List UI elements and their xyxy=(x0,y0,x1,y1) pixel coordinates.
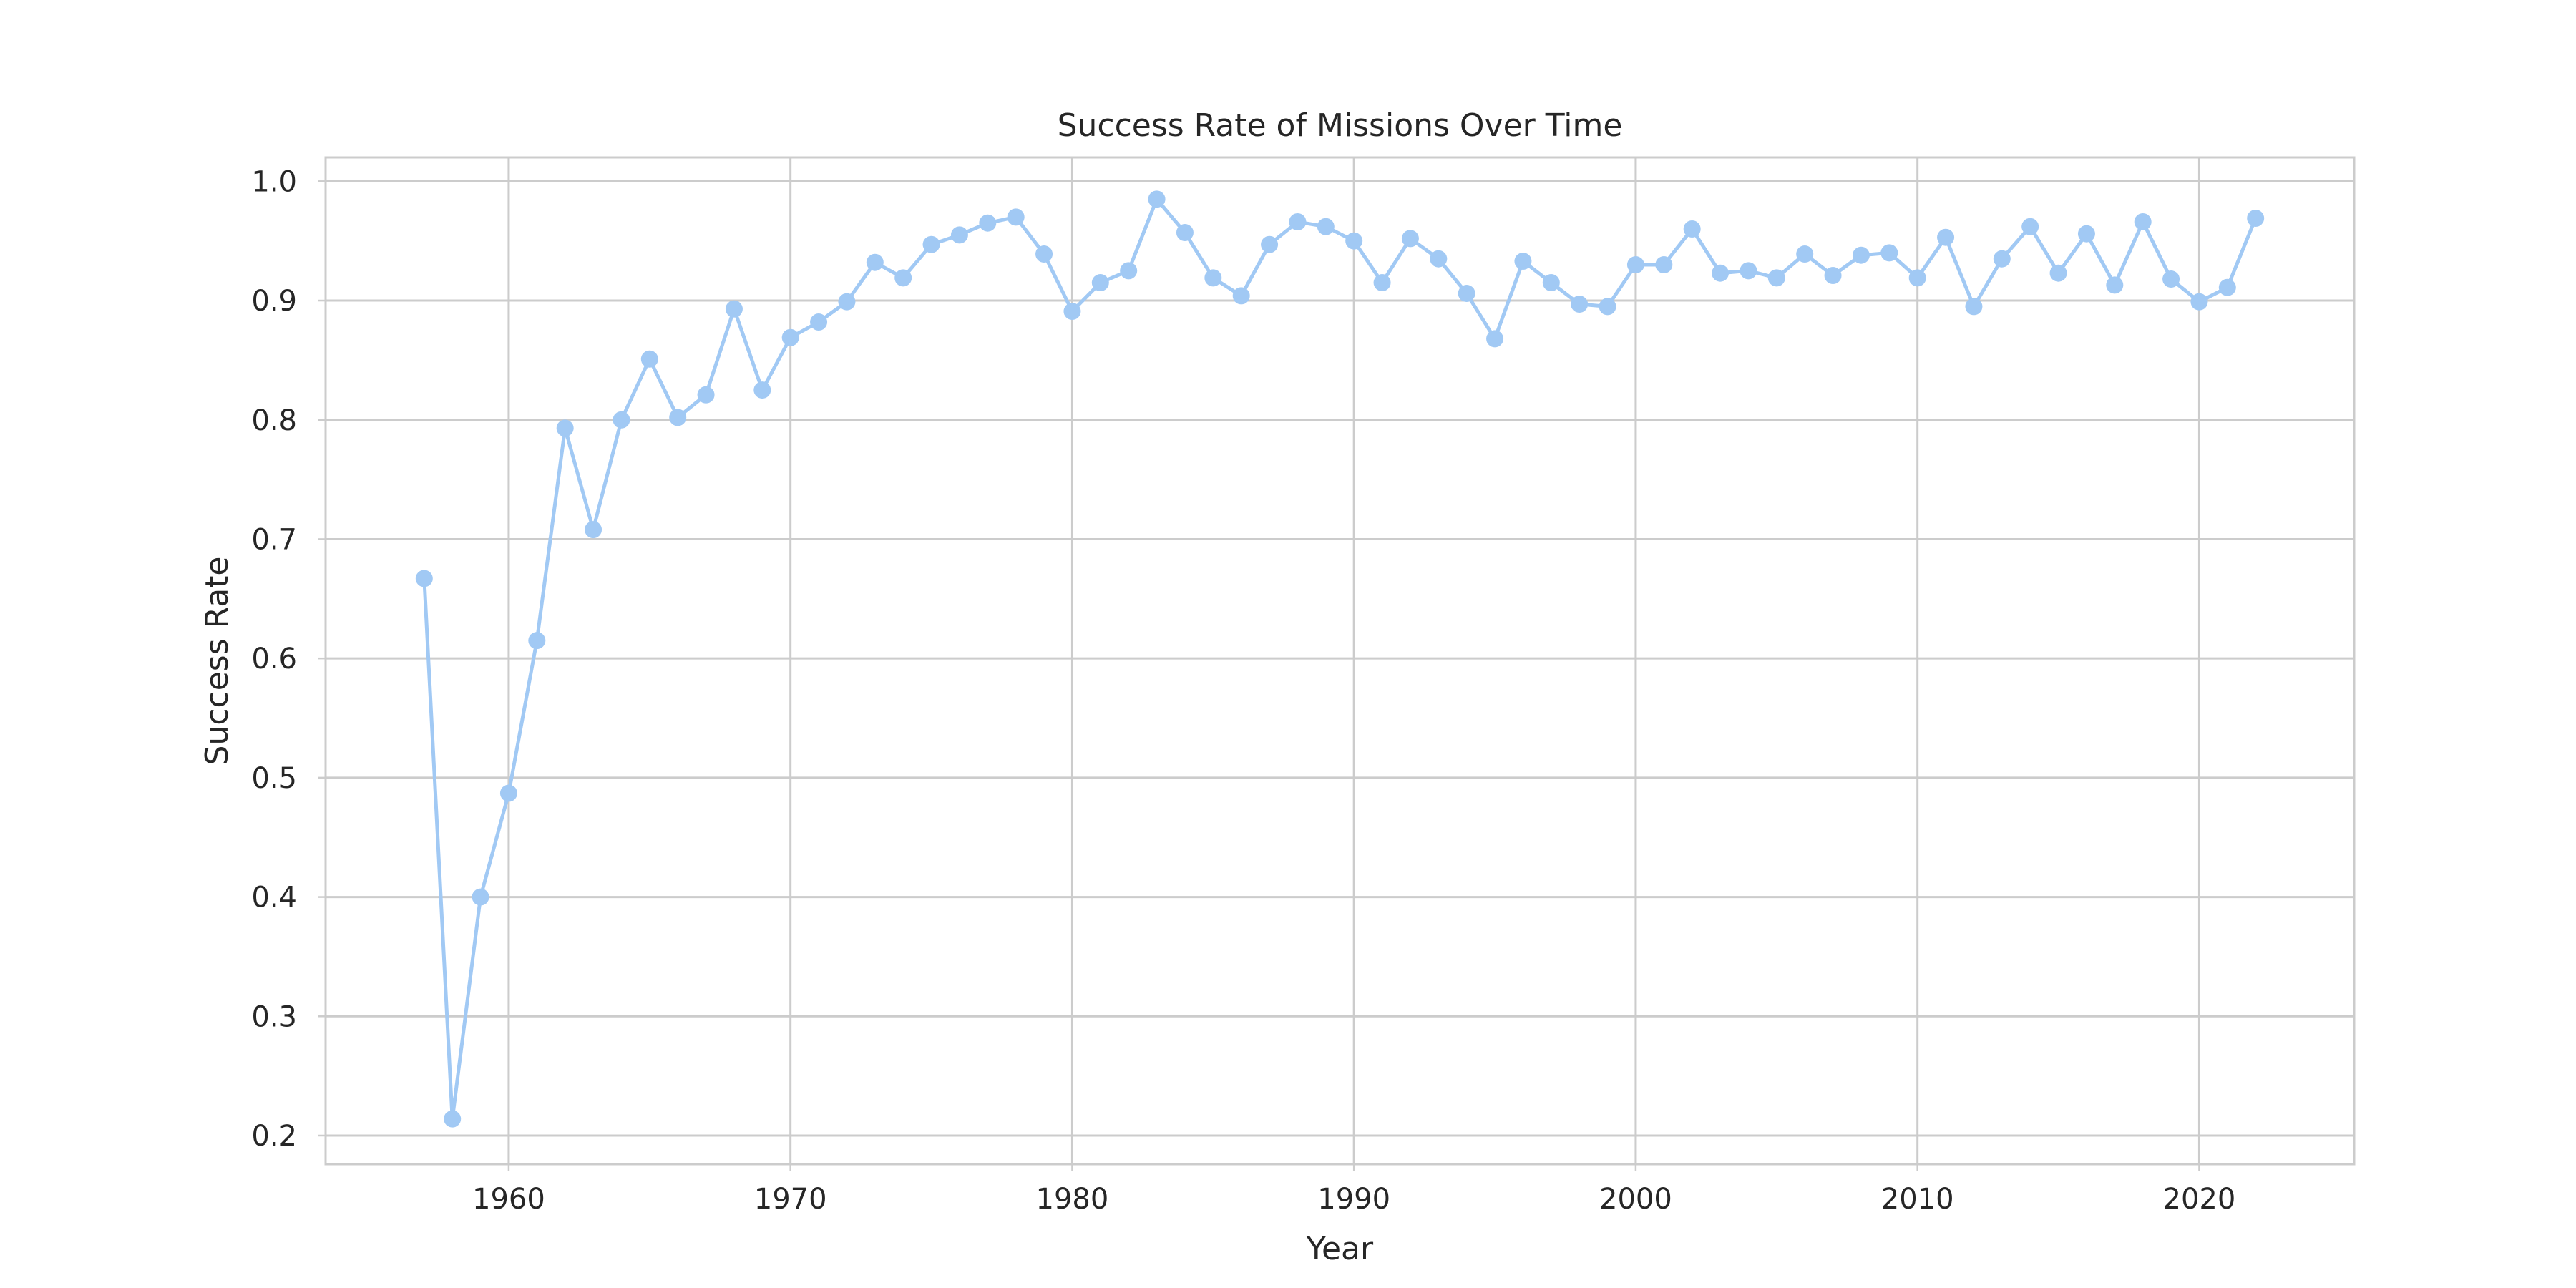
data-point: 1992: 0.952 xyxy=(1401,230,1419,248)
data-point: 2014: 0.962 xyxy=(2021,218,2039,235)
data-point: 2008: 0.938 xyxy=(1852,246,1870,264)
series: 1957: 0.667 1958: 0.214 1959: 0.4 1960: 0.4… xyxy=(415,190,2265,1128)
data-point: 1961: 0.615 xyxy=(528,632,546,650)
y-tick-label: 0.9 xyxy=(251,285,297,318)
y-tick-label: 0.5 xyxy=(251,762,297,795)
data-point: 1966: 0.802 xyxy=(669,409,687,426)
x-tick-label: 1970 xyxy=(754,1183,827,1216)
data-point: 1990: 0.95 xyxy=(1345,232,1363,250)
y-tick-label: 0.8 xyxy=(251,404,297,437)
data-point: 1978: 0.97 xyxy=(1007,208,1025,226)
chart-title: Success Rate of Missions Over Time xyxy=(1058,107,1623,144)
data-point: 2012: 0.895 xyxy=(1965,298,1983,316)
axis-ticks: 1960 1970 1980 1990 2000 2010 2020 0.2 0.3 0.4 0.5… xyxy=(251,165,2235,1216)
x-tick-label: 2010 xyxy=(1881,1183,1954,1216)
data-point: 2002: 0.96 xyxy=(1683,220,1701,238)
x-tick-label: 2000 xyxy=(1599,1183,1672,1216)
x-tick-label: 2020 xyxy=(2163,1183,2236,1216)
data-point: 2013: 0.935 xyxy=(1993,250,2011,268)
y-tick-label: 0.3 xyxy=(251,1000,297,1033)
data-point: 1998: 0.897 xyxy=(1571,296,1589,313)
data-point: 2009: 0.94 xyxy=(1880,244,1898,262)
data-point: 1981: 0.915 xyxy=(1091,274,1109,292)
data-point: 2021: 0.911 xyxy=(2218,278,2236,296)
data-point: 2016: 0.956 xyxy=(2077,225,2095,243)
data-point: 2000: 0.93 xyxy=(1626,256,1644,274)
data-point: 2011: 0.953 xyxy=(1937,228,1955,246)
data-point: 2022: 0.969 xyxy=(2247,210,2265,228)
data-point: 1991: 0.915 xyxy=(1373,274,1391,292)
data-point: 1970: 0.869 xyxy=(781,328,799,346)
data-point: 2017: 0.913 xyxy=(2106,276,2124,294)
data-point: 2010: 0.919 xyxy=(1908,269,1926,287)
data-point: 2004: 0.925 xyxy=(1740,262,1757,280)
data-point: 1979: 0.939 xyxy=(1035,245,1053,263)
series-line xyxy=(422,197,2258,1121)
x-tick-label: 1960 xyxy=(472,1183,545,1216)
data-point: 1996: 0.933 xyxy=(1514,253,1532,270)
data-point: 1977: 0.965 xyxy=(979,214,997,232)
data-point: 1985: 0.919 xyxy=(1204,269,1222,287)
data-point: 2001: 0.93 xyxy=(1655,256,1673,274)
data-point: 2019: 0.918 xyxy=(2162,270,2180,288)
data-point: 1964: 0.8 xyxy=(613,411,630,429)
data-point: 2018: 0.966 xyxy=(2134,213,2152,231)
data-point: 2007: 0.921 xyxy=(1824,267,1842,285)
data-point: 1965: 0.851 xyxy=(640,350,658,368)
data-point: 1995: 0.868 xyxy=(1486,330,1504,348)
data-point: 1958: 0.214 xyxy=(444,1110,462,1128)
y-tick-label: 0.4 xyxy=(251,882,297,914)
data-point: 1993: 0.935 xyxy=(1430,250,1448,268)
x-tick-label: 1980 xyxy=(1036,1183,1109,1216)
data-point: 1987: 0.947 xyxy=(1261,235,1279,253)
data-point: 1982: 0.925 xyxy=(1120,262,1138,280)
data-point: 2015: 0.923 xyxy=(2049,264,2067,282)
y-tick-label: 0.2 xyxy=(251,1120,297,1153)
data-point: 2003: 0.923 xyxy=(1712,264,1729,282)
data-point: 1997: 0.915 xyxy=(1542,274,1560,292)
x-tick-label: 1990 xyxy=(1317,1183,1390,1216)
data-point: 1968: 0.893 xyxy=(725,300,743,318)
data-point: 1967: 0.821 xyxy=(697,386,715,404)
data-point: 1960: 0.487 xyxy=(499,784,517,802)
data-point: 1971: 0.882 xyxy=(810,313,828,331)
plot-frame xyxy=(324,156,2356,1166)
data-point: 1980: 0.891 xyxy=(1063,303,1081,321)
data-point: 1975: 0.947 xyxy=(922,235,940,253)
data-point: 1988: 0.966 xyxy=(1289,213,1307,231)
data-point: 1989: 0.962 xyxy=(1317,218,1335,235)
y-axis-label: Success Rate xyxy=(199,557,235,766)
data-point: 1959: 0.4 xyxy=(472,888,489,906)
data-point: 2005: 0.919 xyxy=(1767,269,1785,287)
data-point: 1962: 0.793 xyxy=(556,419,574,437)
data-point: 2006: 0.939 xyxy=(1796,245,1814,263)
y-tick-label: 0.6 xyxy=(251,643,297,675)
data-point: 1984: 0.957 xyxy=(1176,224,1194,242)
data-point: 1957: 0.667 xyxy=(415,570,433,587)
grid xyxy=(326,157,2354,1164)
data-point: 1986: 0.904 xyxy=(1232,287,1250,305)
data-point: 1999: 0.895 xyxy=(1599,298,1616,316)
data-point: 1994: 0.906 xyxy=(1458,285,1475,303)
x-axis-label: Year xyxy=(1306,1231,1374,1267)
data-point: 1976: 0.955 xyxy=(950,226,968,244)
data-point: 1972: 0.899 xyxy=(838,293,856,311)
data-point: 1974: 0.919 xyxy=(894,269,912,287)
data-point: 2020: 0.899 xyxy=(2190,293,2208,311)
data-point: 1963: 0.708 xyxy=(585,521,602,539)
data-point: 1969: 0.825 xyxy=(753,381,771,399)
data-point: 1983: 0.985 xyxy=(1148,190,1166,208)
y-tick-label: 1.0 xyxy=(251,165,297,198)
y-tick-label: 0.7 xyxy=(251,523,297,556)
data-point: 1973: 0.932 xyxy=(866,253,884,271)
